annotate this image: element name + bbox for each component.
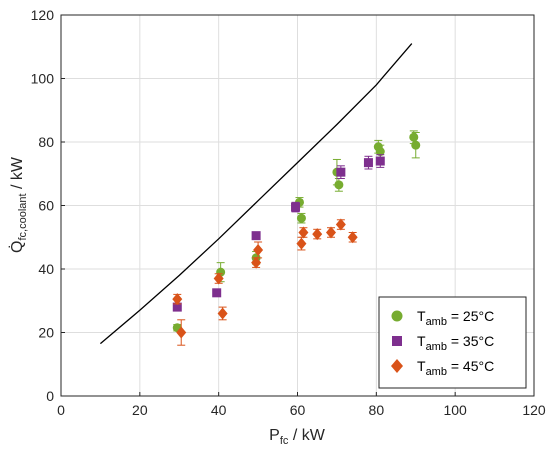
- y-tick-label: 40: [38, 261, 54, 277]
- y-tick-label: 0: [46, 388, 54, 404]
- data-point-diamond: [347, 231, 358, 244]
- legend-item-45: Tamb = 45°C: [391, 358, 494, 378]
- y-tick-labels: 0 20 40 60 80 100 120: [31, 7, 55, 404]
- data-point-square: [212, 288, 222, 298]
- data-point-diamond: [251, 256, 262, 269]
- legend-item-35: Tamb = 35°C: [392, 333, 494, 353]
- data-point-circle: [296, 213, 306, 223]
- x-axis-label-sub: fc: [280, 435, 289, 447]
- legend-square-marker: [392, 336, 402, 346]
- data-point-diamond: [172, 293, 183, 306]
- y-tick-label: 20: [38, 325, 54, 341]
- data-point-square: [363, 158, 373, 168]
- data-point-diamond: [326, 226, 337, 239]
- legend-diamond-marker: [391, 359, 403, 373]
- legend-label-main: T: [417, 358, 426, 374]
- legend-label-35: Tamb = 35°C: [417, 333, 494, 353]
- y-axis-label-main: Q̇: [8, 241, 26, 253]
- x-tick-label: 20: [132, 402, 148, 418]
- data-point-diamond: [213, 272, 224, 285]
- data-point-square: [336, 167, 346, 177]
- data-point-circle: [409, 132, 419, 142]
- reference-line: [99, 43, 413, 345]
- y-tick-label: 60: [38, 198, 54, 214]
- data-point-square: [172, 302, 182, 312]
- data-point-diamond: [312, 228, 323, 241]
- y-axis-label-unit: / kW: [9, 156, 26, 193]
- data-point-diamond: [298, 226, 309, 239]
- x-tick-label: 100: [443, 402, 467, 418]
- x-tick-label: 0: [57, 402, 65, 418]
- data-point-diamond: [217, 307, 228, 320]
- data-point-square: [375, 156, 385, 166]
- legend-item-25: Tamb = 25°C: [391, 308, 494, 328]
- legend-label-value: = 45°C: [447, 358, 494, 374]
- y-axis-label-sub: fc,coolant: [17, 193, 29, 240]
- data-point-circle: [411, 140, 421, 150]
- x-tick-label: 40: [211, 402, 227, 418]
- x-tick-label: 80: [369, 402, 385, 418]
- data-point-square: [251, 231, 261, 241]
- data-point-diamond: [296, 237, 307, 250]
- legend-label-25: Tamb = 25°C: [417, 308, 494, 328]
- data-marks: [172, 130, 421, 346]
- legend-label-main: T: [417, 308, 426, 324]
- plot-frame: [60, 14, 535, 397]
- x-tick-label: 60: [290, 402, 306, 418]
- x-axis-label-unit: / kW: [288, 427, 325, 444]
- x-tick-labels: 0 20 40 60 80 100 120: [57, 402, 546, 418]
- legend-label-main: T: [417, 333, 426, 349]
- y-tick-label: 120: [31, 7, 55, 23]
- legend-label-value: = 25°C: [447, 308, 494, 324]
- legend-label-sub: amb: [426, 366, 447, 378]
- legend-label-sub: amb: [426, 341, 447, 353]
- y-tick-label: 100: [31, 71, 55, 87]
- data-point-diamond: [176, 326, 187, 339]
- series-diamond: [172, 218, 358, 346]
- data-point-circle: [334, 180, 344, 190]
- data-point-square: [291, 202, 301, 212]
- legend-label-45: Tamb = 45°C: [417, 358, 494, 378]
- legend-box: [378, 296, 527, 389]
- legend: Tamb = 25°C Tamb = 35°C Tamb = 45°C: [378, 296, 527, 389]
- legend-circle-marker: [391, 310, 403, 322]
- x-tick-label: 120: [522, 402, 546, 418]
- data-point-diamond: [335, 218, 346, 231]
- legend-label-sub: amb: [426, 316, 447, 328]
- x-axis-label-main: P: [269, 427, 280, 444]
- legend-label-value: = 35°C: [447, 333, 494, 349]
- y-tick-label: 80: [38, 134, 54, 150]
- data-point-diamond: [253, 243, 264, 256]
- data-point-circle: [375, 147, 385, 157]
- x-axis-label: Pfc / kW: [269, 427, 326, 447]
- y-axis-label: Q̇fc,coolant / kW: [8, 156, 29, 253]
